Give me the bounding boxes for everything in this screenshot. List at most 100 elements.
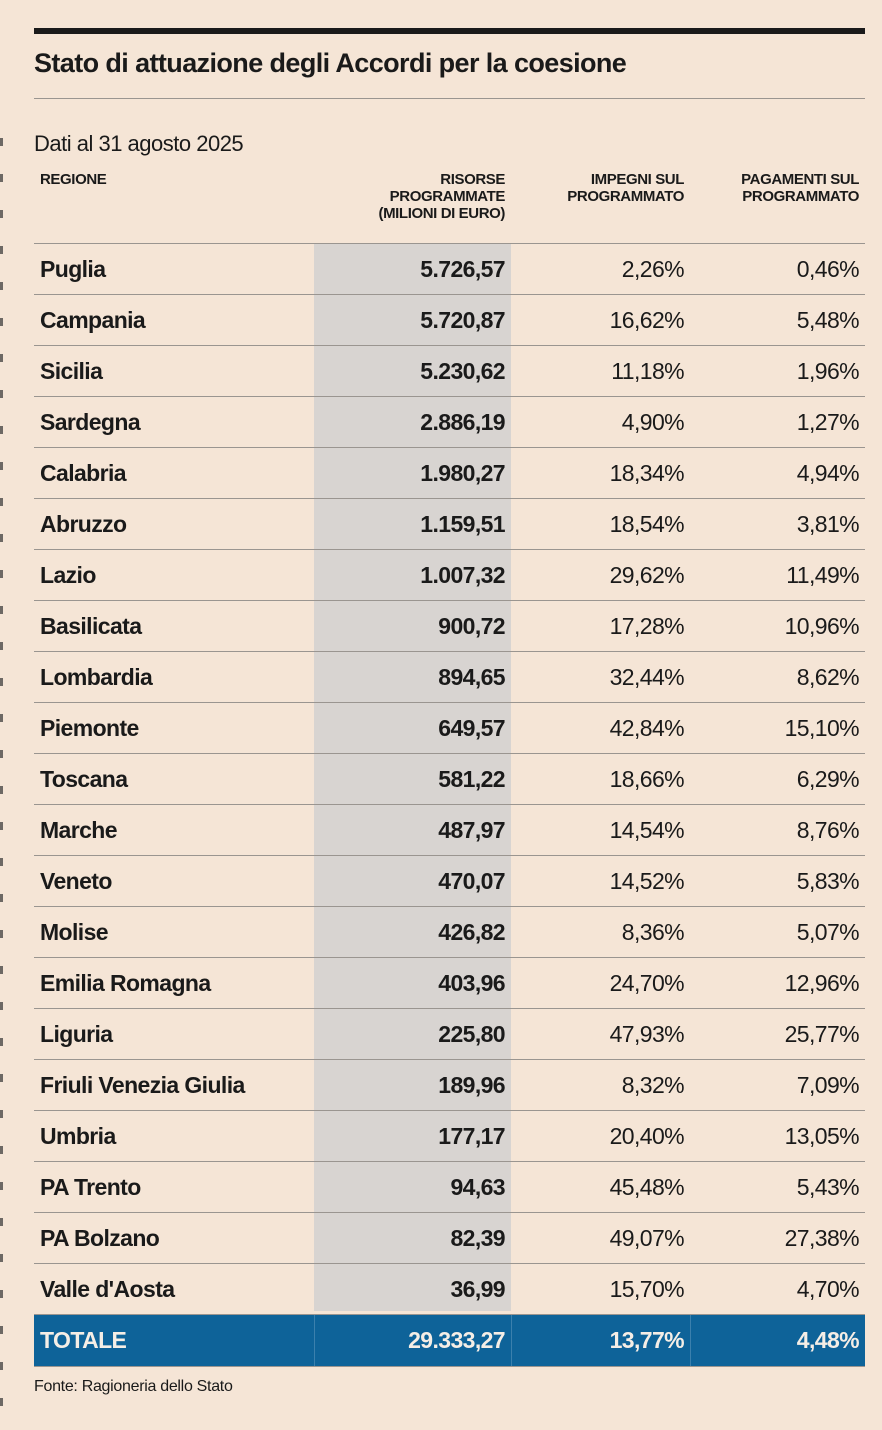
data-table: Puglia 5.726,57 2,26% 0,46% Campania 5.720,87… [34,243,865,1367]
pagamenti-cell: 1,96% [796,357,860,384]
pagamenti-cell: 5,07% [796,918,860,945]
region-cell: Basilicata [40,612,142,639]
pagamenti-cell: 8,62% [796,663,860,690]
risorse-cell: 82,39 [450,1224,505,1251]
impegni-cell: 45,48% [609,1173,685,1200]
table-row: Abruzzo 1.159,51 18,54% 3,81% [34,498,865,549]
total-risorse-cell: 29.333,27 [314,1315,511,1366]
pagamenti-cell: 10,96% [784,612,860,639]
risorse-cell: 2.886,19 [420,408,505,435]
page-edge-artifact [0,110,3,1430]
impegni-cell: 18,66% [609,765,685,792]
region-cell: Valle d'Aosta [40,1275,175,1302]
table-row: Friuli Venezia Giulia 189,96 8,32% 7,09% [34,1059,865,1110]
table-row: Calabria 1.980,27 18,34% 4,94% [34,447,865,498]
region-cell: Abruzzo [40,510,127,537]
pagamenti-cell: 5,48% [796,306,860,333]
impegni-cell: 47,93% [609,1020,685,1047]
table-row: Veneto 470,07 14,52% 5,83% [34,855,865,906]
risorse-cell: 5.726,57 [420,255,505,282]
chart-subtitle: Dati al 31 agosto 2025 [34,131,244,156]
pagamenti-cell: 1,27% [796,408,860,435]
impegni-cell: 14,52% [609,867,685,894]
table-row: Campania 5.720,87 16,62% 5,48% [34,294,865,345]
risorse-cell: 94,63 [450,1173,505,1200]
region-cell: Veneto [40,867,112,894]
pagamenti-cell: 4,94% [796,459,860,486]
risorse-cell: 5.230,62 [420,357,505,384]
impegni-cell: 20,40% [609,1122,685,1149]
chart-title: Stato di attuazione degli Accordi per la… [34,48,627,78]
pagamenti-cell: 11,49% [786,561,859,588]
table-row: PA Bolzano 82,39 49,07% 27,38% [34,1212,865,1263]
total-impegni-cell: 13,77% [511,1315,690,1366]
table-row: PA Trento 94,63 45,48% 5,43% [34,1161,865,1212]
region-cell: Puglia [40,255,106,282]
impegni-cell: 32,44% [609,663,685,690]
region-cell: Liguria [40,1020,113,1047]
table-row: Sicilia 5.230,62 11,18% 1,96% [34,345,865,396]
region-cell: PA Trento [40,1173,141,1200]
risorse-cell: 900,72 [438,612,505,639]
impegni-cell: 18,34% [609,459,685,486]
header-risorse: RISORSE PROGRAMMATE (MILIONI DI EURO) [378,171,505,222]
impegni-cell: 18,54% [609,510,685,537]
region-cell: Emilia Romagna [40,969,211,996]
pagamenti-cell: 25,77% [784,1020,860,1047]
impegni-cell: 4,90% [621,408,685,435]
impegni-cell: 8,32% [621,1071,685,1098]
header-pagamenti: PAGAMENTI SUL PROGRAMMATO [741,171,859,205]
impegni-cell: 15,70% [609,1275,685,1302]
pagamenti-cell: 4,70% [796,1275,860,1302]
pagamenti-cell: 7,09% [796,1071,860,1098]
pagamenti-cell: 5,83% [796,867,860,894]
pagamenti-cell: 15,10% [784,714,860,741]
risorse-cell: 649,57 [438,714,505,741]
pagamenti-cell: 13,05% [784,1122,860,1149]
region-cell: Lazio [40,561,96,588]
impegni-cell: 2,26% [621,255,685,282]
risorse-cell: 1.980,27 [420,459,505,486]
region-cell: Lombardia [40,663,153,690]
risorse-cell: 581,22 [438,765,505,792]
region-cell: Campania [40,306,146,333]
top-rule [34,28,865,34]
risorse-cell: 487,97 [438,816,505,843]
region-cell: Toscana [40,765,128,792]
region-cell: Molise [40,918,109,945]
risorse-cell: 177,17 [438,1122,505,1149]
risorse-cell: 894,65 [438,663,505,690]
region-cell: Friuli Venezia Giulia [40,1071,245,1098]
table-row: Lombardia 894,65 32,44% 8,62% [34,651,865,702]
table-row: Sardegna 2.886,19 4,90% 1,27% [34,396,865,447]
impegni-cell: 24,70% [609,969,685,996]
impegni-cell: 42,84% [609,714,685,741]
impegni-cell: 14,54% [609,816,685,843]
table-row: Umbria 177,17 20,40% 13,05% [34,1110,865,1161]
risorse-cell: 403,96 [438,969,505,996]
region-cell: Umbria [40,1122,116,1149]
region-cell: Sardegna [40,408,141,435]
pagamenti-cell: 6,29% [796,765,860,792]
highlight-column [314,243,511,1311]
region-cell: Piemonte [40,714,139,741]
risorse-cell: 5.720,87 [420,306,505,333]
region-cell: PA Bolzano [40,1224,160,1251]
table-row: Molise 426,82 8,36% 5,07% [34,906,865,957]
impegni-cell: 16,62% [609,306,685,333]
pagamenti-cell: 12,96% [784,969,860,996]
impegni-cell: 11,18% [611,357,684,384]
title-divider [34,98,865,99]
table-row: Basilicata 900,72 17,28% 10,96% [34,600,865,651]
total-pagamenti-cell: 4,48% [690,1315,865,1366]
risorse-cell: 225,80 [438,1020,505,1047]
total-row: TOTALE 29.333,27 13,77% 4,48% [34,1314,865,1367]
impegni-cell: 49,07% [609,1224,685,1251]
table-row: Liguria 225,80 47,93% 25,77% [34,1008,865,1059]
impegni-cell: 8,36% [621,918,685,945]
total-region-cell: TOTALE [40,1327,127,1353]
risorse-cell: 470,07 [438,867,505,894]
pagamenti-cell: 5,43% [796,1173,860,1200]
risorse-cell: 426,82 [438,918,505,945]
risorse-cell: 1.159,51 [420,510,505,537]
